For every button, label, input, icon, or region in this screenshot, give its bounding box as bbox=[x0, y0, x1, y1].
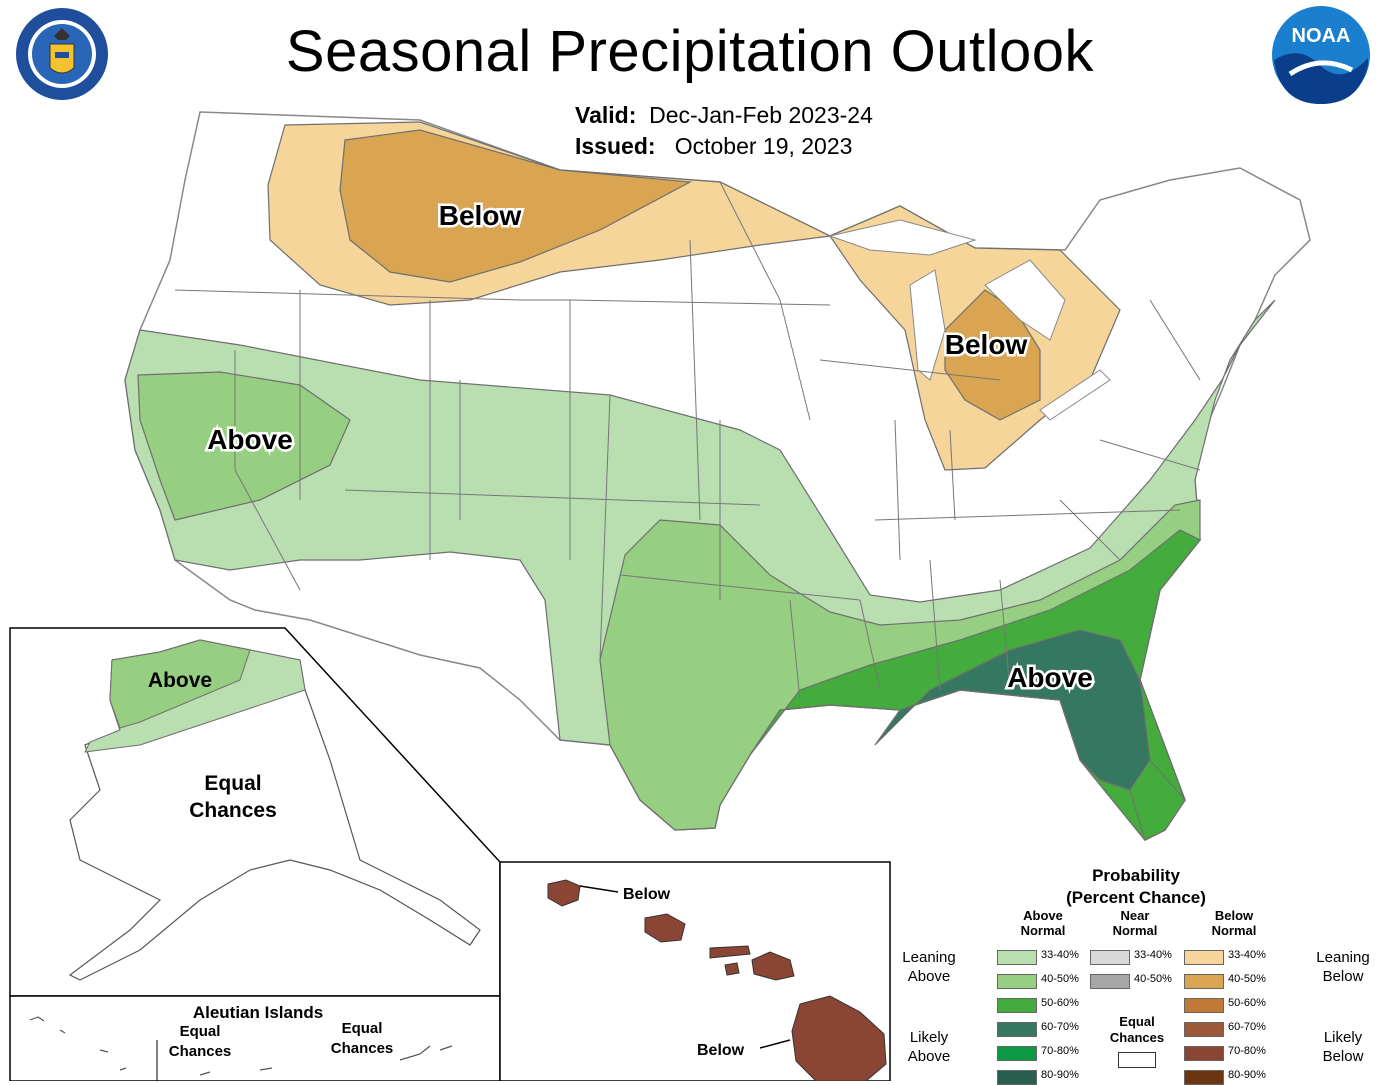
valid-value: Dec-Jan-Feb 2023-24 bbox=[649, 102, 873, 128]
legend-title-line1: Probability bbox=[1092, 866, 1180, 885]
legend-below-swatch-2 bbox=[1184, 998, 1224, 1013]
legend-equal-2: Chances bbox=[1109, 1030, 1165, 1045]
page-title: Seasonal Precipitation Outlook bbox=[285, 19, 1095, 84]
aleutian-left-line1: Equal bbox=[180, 1023, 221, 1040]
legend-below-swatch-4 bbox=[1184, 1046, 1224, 1061]
label-above-southeast: Above bbox=[1007, 662, 1093, 693]
oahu-island bbox=[644, 913, 686, 943]
legend-above-range-0: 33-40% bbox=[1041, 949, 1079, 961]
legend-above-range-4: 70-80% bbox=[1041, 1045, 1079, 1057]
legend-leaning-above-1: Leaning bbox=[902, 949, 956, 966]
legend-above-header-2: Normal bbox=[1020, 923, 1066, 938]
legend-above-range-3: 60-70% bbox=[1041, 1021, 1079, 1033]
issued-line: Issued: October 19, 2023 bbox=[575, 133, 852, 160]
aleutian-title: Aleutian Islands bbox=[193, 1003, 323, 1022]
legend-leaning-below-1: Leaning bbox=[1316, 949, 1370, 966]
legend-above-range-1: 40-50% bbox=[1041, 973, 1079, 985]
department-of-commerce-seal bbox=[12, 6, 112, 102]
legend-below-range-0: 33-40% bbox=[1228, 949, 1266, 961]
issued-label: Issued: bbox=[575, 133, 656, 159]
legend-equal-chances-swatch bbox=[1118, 1052, 1156, 1068]
lake-erie bbox=[1039, 369, 1111, 421]
legend-below-range-3: 60-70% bbox=[1228, 1021, 1266, 1033]
legend-near-swatch-1 bbox=[1090, 974, 1130, 989]
hawaii-big-island bbox=[791, 995, 887, 1081]
legend-above-swatch-3 bbox=[997, 1022, 1037, 1037]
legend-likely-above-2: Above bbox=[907, 1048, 951, 1065]
legend-below-range-1: 40-50% bbox=[1228, 973, 1266, 985]
label-below-north: Below bbox=[439, 200, 522, 231]
legend-near-header-1: Near bbox=[1120, 908, 1150, 923]
noaa-logo-text: NOAA bbox=[1292, 25, 1351, 47]
legend-above-range-5: 80-90% bbox=[1041, 1069, 1079, 1081]
aleutian-right-line2: Chances bbox=[331, 1040, 394, 1057]
legend-near-range-1: 40-50% bbox=[1134, 973, 1172, 985]
legend-below-header-1: Below bbox=[1214, 908, 1254, 923]
legend-above-swatch-2 bbox=[997, 998, 1037, 1013]
lake-huron bbox=[984, 259, 1066, 341]
noaa-logo: NOAA bbox=[1270, 4, 1372, 106]
legend-near-range-0: 33-40% bbox=[1134, 949, 1172, 961]
legend-below-range-2: 50-60% bbox=[1228, 997, 1266, 1009]
kauai-island bbox=[547, 879, 581, 907]
legend-above-swatch-0 bbox=[997, 950, 1037, 965]
legend-likely-below-2: Below bbox=[1322, 1048, 1364, 1065]
alaska-equal-line1: Equal bbox=[204, 772, 261, 795]
legend-below-range-5: 80-90% bbox=[1228, 1069, 1266, 1081]
above-florida-tip bbox=[1129, 759, 1186, 841]
legend-below-swatch-0 bbox=[1184, 950, 1224, 965]
legend-title-line2: (Percent Chance) bbox=[1066, 888, 1206, 907]
aleutian-right-line1: Equal bbox=[342, 1020, 383, 1037]
hawaii-below-bottom: Below bbox=[697, 1042, 745, 1059]
legend-above-range-2: 50-60% bbox=[1041, 997, 1079, 1009]
hawaii-below-top: Below bbox=[623, 886, 671, 903]
valid-label: Valid: bbox=[575, 102, 637, 128]
legend-likely-above-1: Likely bbox=[909, 1029, 949, 1046]
below-40-50-north bbox=[339, 129, 693, 283]
legend-above-header-1: Above bbox=[1023, 908, 1063, 923]
maui-island bbox=[751, 951, 795, 981]
legend-below-swatch-3 bbox=[1184, 1022, 1224, 1037]
lanai-island bbox=[724, 962, 740, 976]
legend-above-swatch-5 bbox=[997, 1070, 1037, 1085]
below-40-50-michigan bbox=[944, 289, 1041, 421]
alaska-equal-line2: Chances bbox=[189, 799, 277, 822]
legend-equal-1: Equal bbox=[1119, 1014, 1155, 1029]
legend-likely-below-1: Likely bbox=[1323, 1029, 1363, 1046]
legend-leaning-below-2: Below bbox=[1322, 968, 1364, 985]
legend-below-swatch-1 bbox=[1184, 974, 1224, 989]
state-borders bbox=[174, 181, 1201, 701]
label-below-great-lakes: Below bbox=[945, 329, 1028, 360]
lake-michigan bbox=[909, 269, 946, 381]
above-40-50-west bbox=[137, 371, 351, 521]
legend-below-swatch-5 bbox=[1184, 1070, 1224, 1085]
label-above-west: Above bbox=[207, 424, 293, 455]
alaska-above-40-50 bbox=[109, 639, 251, 729]
probability-legend: Probability (Percent Chance) Above Norma… bbox=[894, 864, 1378, 1085]
legend-above-swatch-1 bbox=[997, 974, 1037, 989]
molokai-island bbox=[709, 945, 751, 959]
issued-value: October 19, 2023 bbox=[674, 133, 853, 159]
legend-leaning-above-2: Above bbox=[907, 968, 951, 985]
valid-line: Valid: Dec-Jan-Feb 2023-24 bbox=[575, 102, 873, 129]
legend-near-header-2: Normal bbox=[1112, 923, 1158, 938]
lake-superior bbox=[828, 219, 977, 256]
legend-below-header-2: Normal bbox=[1211, 923, 1257, 938]
legend-near-swatch-0 bbox=[1090, 950, 1130, 965]
alaska-above-label: Above bbox=[148, 669, 212, 692]
aleutian-left-line2: Chances bbox=[169, 1043, 232, 1060]
legend-below-range-4: 70-80% bbox=[1228, 1045, 1266, 1057]
legend-above-swatch-4 bbox=[997, 1046, 1037, 1061]
